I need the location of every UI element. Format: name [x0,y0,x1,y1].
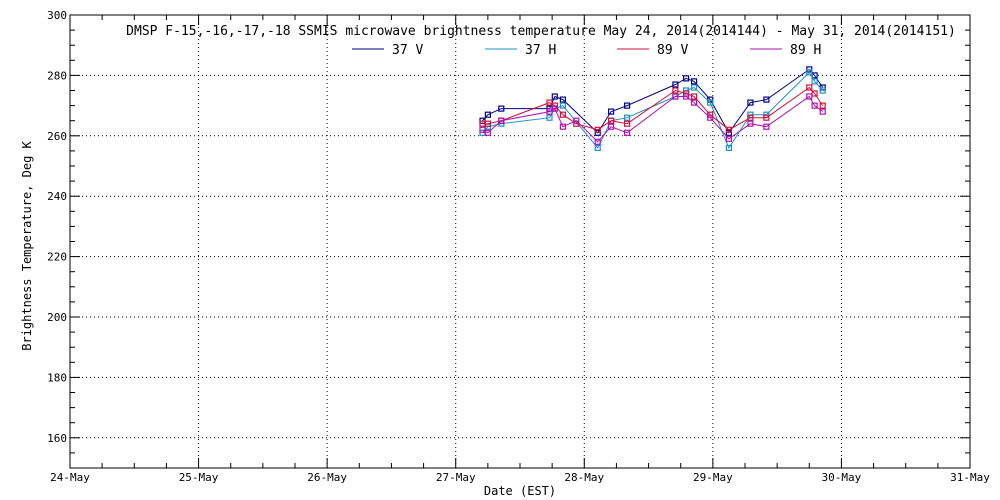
data-point [811,102,818,109]
x-tick-label: 31-May [950,471,990,484]
data-point [747,114,754,121]
data-point [819,87,826,94]
data-point [594,144,601,151]
data-point [594,126,601,133]
data-point [690,84,698,91]
data-point [672,87,679,94]
data-point [672,81,679,88]
data-point [484,129,491,136]
legend-item-89-h: 89 H [750,43,821,58]
data-point [690,78,698,85]
y-tick-label: 200 [47,311,67,324]
axis-ticks [69,14,971,469]
data-point [546,114,553,121]
data-point [707,114,714,121]
data-point [819,102,826,109]
data-point [672,93,679,100]
data-point [623,129,631,136]
data-point [747,120,754,127]
data-point [607,108,615,115]
series-line [482,95,823,143]
data-point [725,144,733,151]
series-line [482,71,824,149]
data-point [623,114,631,121]
data-point [811,78,818,85]
y-axis-label: Brightness Temperature, Deg K [20,140,34,350]
data-point [484,111,491,118]
x-tick-label: 25-May [179,471,219,484]
x-tick-label: 28-May [564,471,604,484]
series-37-h [479,69,826,151]
x-tick-labels: 24-May 25-May 26-May 27-May 28-May 29-May 30-M… [50,471,990,484]
plot-frame [69,14,971,469]
legend-label: 89 H [790,43,821,58]
y-tick-label: 240 [47,190,67,203]
y-tick-label: 280 [47,69,67,82]
data-point [763,96,770,103]
data-point [819,108,826,115]
data-point [623,120,631,127]
data-point [559,96,567,103]
grid-lines [70,15,970,468]
legend-label: 89 V [657,43,688,58]
y-tick-label: 180 [47,371,67,384]
legend-item-37-h: 37 H [485,43,556,58]
data-point [806,84,813,91]
data-point [623,102,631,109]
data-point [498,105,505,112]
x-tick-label: 30-May [822,471,862,484]
x-tick-label: 26-May [307,471,347,484]
data-point [725,135,733,142]
data-point [573,117,580,124]
y-tick-label: 300 [47,9,67,22]
data-point [690,99,698,106]
y-tick-label: 160 [47,432,67,445]
data-point [607,123,615,130]
chart-title: DMSP F-15,-16,-17,-18 SSMIS microwave br… [126,24,956,39]
data-point [707,99,714,106]
data-point [559,123,567,130]
legend-item-89-v: 89 V [617,43,688,58]
x-axis-label: Date (EST) [484,484,556,498]
data-point [551,93,558,100]
x-tick-label: 27-May [436,471,476,484]
y-tick-labels: 160 180 200 220 240 260 280 300 [47,9,67,445]
data-point [690,93,698,100]
data-point [551,105,558,112]
x-tick-label: 29-May [693,471,733,484]
data-point [806,69,813,76]
series-89-h [479,93,826,145]
data-point [498,117,505,124]
legend-item-37-v: 37 V [352,43,423,58]
data-point [763,114,770,121]
y-tick-label: 260 [47,130,67,143]
data-point [806,93,813,100]
data-point [559,102,567,109]
data-point [682,93,690,100]
legend: 37 V 37 H 89 V 89 H [352,43,821,58]
data-point [682,75,690,82]
legend-label: 37 H [525,43,556,58]
data-point [484,120,491,127]
series-37-v [479,66,826,136]
data-point [763,123,770,130]
y-tick-label: 220 [47,251,67,264]
data-point [607,117,615,124]
data-point [747,99,754,106]
data-point [725,126,733,133]
legend-label: 37 V [392,43,423,58]
data-point [559,111,567,118]
data-point [594,138,601,145]
x-tick-label: 24-May [50,471,90,484]
data-series [479,66,826,151]
